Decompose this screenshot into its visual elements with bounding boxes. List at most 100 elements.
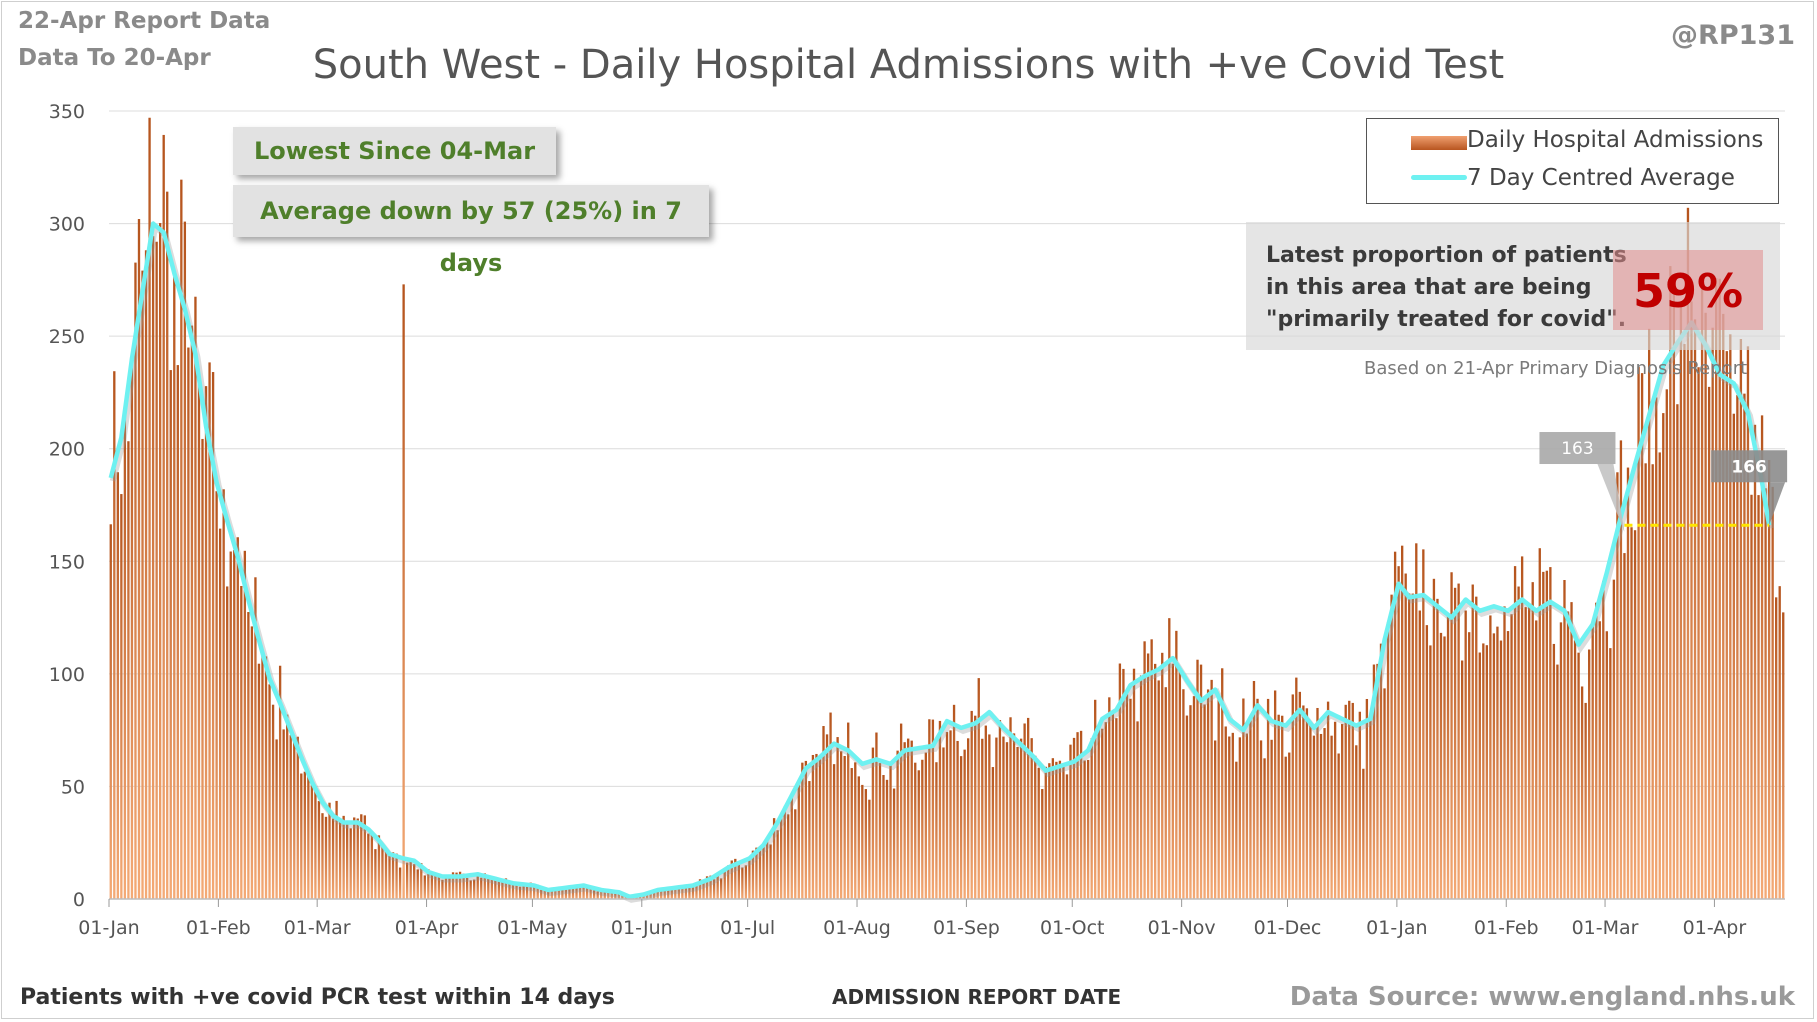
admission-bar [1228, 736, 1231, 899]
admission-bar [1651, 464, 1654, 899]
admission-bar [268, 684, 271, 899]
admission-bar [328, 802, 331, 899]
admission-bar [1471, 584, 1474, 899]
admission-bar [451, 872, 455, 899]
admission-bar [1072, 737, 1076, 899]
admission-bar [1383, 688, 1386, 899]
admission-bar [656, 889, 659, 899]
admission-bar [229, 551, 232, 899]
admission-bar [448, 876, 451, 899]
admission-bar [1750, 494, 1753, 899]
admission-bar [861, 784, 864, 899]
admission-bar [247, 612, 250, 899]
admission-bar [843, 755, 846, 899]
admission-bar [818, 755, 822, 899]
admission-bar [889, 764, 892, 899]
admission-bar [1707, 386, 1711, 899]
admission-bar [1019, 738, 1023, 899]
admission-bar [1192, 696, 1196, 899]
admission-bar [501, 880, 504, 899]
admission-bar [907, 738, 910, 899]
admission-bar [1623, 553, 1626, 899]
admission-bar [977, 678, 980, 899]
admission-bar [1679, 307, 1683, 899]
admission-bar [945, 731, 949, 899]
legend-bar-swatch [1411, 136, 1467, 150]
average-line [108, 221, 1772, 899]
admission-bar [748, 860, 751, 899]
line-layer [108, 220, 1775, 903]
admission-bar [1235, 761, 1238, 899]
admission-bar [490, 876, 493, 899]
admission-bar [1386, 622, 1390, 899]
admission-bar [218, 528, 222, 899]
admission-bar [1115, 718, 1118, 899]
admission-bar [1221, 668, 1224, 899]
admission-bar [1319, 733, 1323, 899]
admission-bar [1358, 711, 1361, 899]
admission-bar [660, 888, 663, 899]
admission-bar [988, 734, 991, 899]
admission-bar [1612, 579, 1616, 899]
admission-bar [1058, 760, 1062, 899]
admission-bar [1676, 404, 1679, 899]
admission-bar [596, 891, 599, 899]
proportion-percent: 59% [1632, 264, 1744, 318]
admission-bar [1041, 789, 1044, 899]
admission-bar [783, 805, 786, 899]
admission-bar [1326, 701, 1330, 899]
admission-bar [1175, 630, 1178, 899]
admission-bar [1690, 301, 1693, 900]
admission-bar [949, 730, 952, 899]
admission-bar [1404, 573, 1407, 899]
admission-bar [1242, 698, 1245, 899]
data-source: Data Source: www.england.nhs.uk [1289, 982, 1795, 1012]
admission-bar [1044, 766, 1047, 899]
admission-bar [1446, 613, 1450, 899]
admission-bar [691, 887, 695, 899]
admission-bar [1782, 612, 1785, 899]
admission-bar [1104, 722, 1107, 899]
admission-bar [1341, 724, 1344, 899]
admission-bar [356, 818, 359, 899]
admission-bar [300, 773, 303, 899]
admission-bar [402, 284, 405, 899]
admission-bar [278, 665, 282, 899]
admission-bar [1055, 761, 1058, 899]
admission-bar [307, 771, 310, 899]
admission-bar [204, 386, 208, 899]
admission-bar [254, 577, 257, 899]
admission-bar [1739, 339, 1743, 899]
admission-bar [1443, 636, 1446, 899]
admission-bar [1598, 621, 1601, 899]
admission-bar [772, 818, 776, 899]
x-tick-label: 01-Sep [933, 917, 1000, 939]
admission-bar [395, 853, 398, 899]
admission-bar [529, 882, 532, 899]
admission-bar [727, 865, 730, 899]
admission-bar [1524, 607, 1527, 899]
admission-bar [1767, 460, 1771, 899]
admission-bar [825, 734, 829, 899]
admission-bar [1584, 702, 1587, 899]
proportion-text: Latest proportion of patients in this ar… [1266, 243, 1627, 332]
admission-bar [1453, 587, 1457, 899]
admission-bar [720, 878, 723, 899]
admission-bar [903, 742, 906, 899]
admission-bar [995, 737, 998, 899]
admission-bar [1189, 705, 1192, 899]
admission-bar [458, 871, 462, 899]
admission-bar [850, 768, 853, 899]
admission-bar [1051, 758, 1055, 899]
admission-bar [1626, 467, 1630, 899]
admission-bar [716, 874, 719, 899]
admission-bar [610, 890, 613, 899]
admission-bar [427, 869, 430, 899]
admission-bar [1616, 472, 1619, 899]
admission-bar [321, 813, 324, 899]
admission-bar [1026, 717, 1030, 899]
admission-bar [116, 472, 119, 899]
admission-bar [1076, 732, 1079, 899]
admission-bar [215, 491, 218, 899]
